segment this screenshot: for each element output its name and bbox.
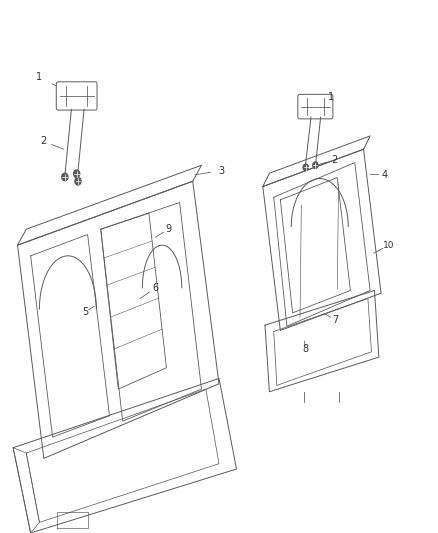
Text: 6: 6	[152, 283, 159, 293]
Circle shape	[313, 162, 318, 168]
Circle shape	[74, 170, 80, 177]
Text: 2: 2	[41, 136, 47, 146]
Text: 4: 4	[381, 170, 388, 180]
Text: 7: 7	[332, 315, 338, 325]
Text: 1: 1	[328, 92, 334, 102]
Circle shape	[303, 164, 308, 171]
Text: 2: 2	[331, 155, 337, 165]
Text: 1: 1	[36, 72, 42, 82]
Text: 8: 8	[303, 344, 309, 354]
Text: 9: 9	[166, 224, 172, 234]
FancyBboxPatch shape	[56, 82, 97, 110]
Text: 10: 10	[383, 241, 395, 249]
Text: 5: 5	[82, 307, 88, 317]
Circle shape	[62, 173, 68, 181]
Text: 3: 3	[218, 166, 224, 175]
FancyBboxPatch shape	[298, 94, 333, 119]
Circle shape	[75, 177, 81, 185]
